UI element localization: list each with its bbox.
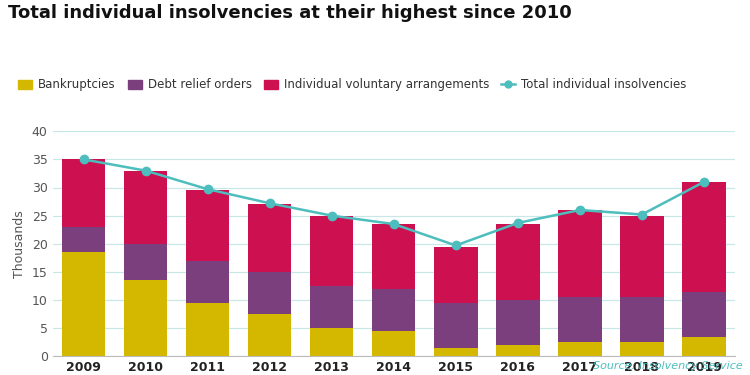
Bar <box>682 337 726 356</box>
Bar <box>620 216 664 297</box>
Y-axis label: Thousands: Thousands <box>13 210 26 278</box>
Bar <box>310 216 353 286</box>
Bar <box>62 159 105 227</box>
Bar <box>496 345 539 356</box>
Bar <box>62 227 105 252</box>
Bar <box>124 280 167 356</box>
Bar <box>372 331 416 356</box>
Bar <box>682 182 726 292</box>
Bar <box>124 171 167 244</box>
Bar <box>372 224 416 289</box>
Bar <box>434 247 478 303</box>
Bar <box>434 303 478 348</box>
Bar <box>248 314 291 356</box>
Bar <box>248 204 291 272</box>
Bar <box>558 210 602 297</box>
Bar <box>248 272 291 314</box>
Text: Total individual insolvencies at their highest since 2010: Total individual insolvencies at their h… <box>8 4 572 22</box>
Bar <box>682 292 726 337</box>
Bar <box>124 244 167 280</box>
Bar <box>558 342 602 356</box>
Bar <box>620 297 664 342</box>
Bar <box>620 342 664 356</box>
Bar <box>186 261 230 303</box>
Bar <box>310 328 353 356</box>
Bar <box>186 303 230 356</box>
Bar <box>62 252 105 356</box>
Legend: Bankruptcies, Debt relief orders, Individual voluntary arrangements, Total indiv: Bankruptcies, Debt relief orders, Indivi… <box>13 74 691 96</box>
Bar <box>496 300 539 345</box>
Bar <box>310 286 353 328</box>
Bar <box>558 297 602 342</box>
Text: Source: Insolvency Service: Source: Insolvency Service <box>592 361 742 371</box>
Bar <box>496 224 539 300</box>
Bar <box>372 289 416 331</box>
Bar <box>186 190 230 261</box>
Bar <box>434 348 478 356</box>
